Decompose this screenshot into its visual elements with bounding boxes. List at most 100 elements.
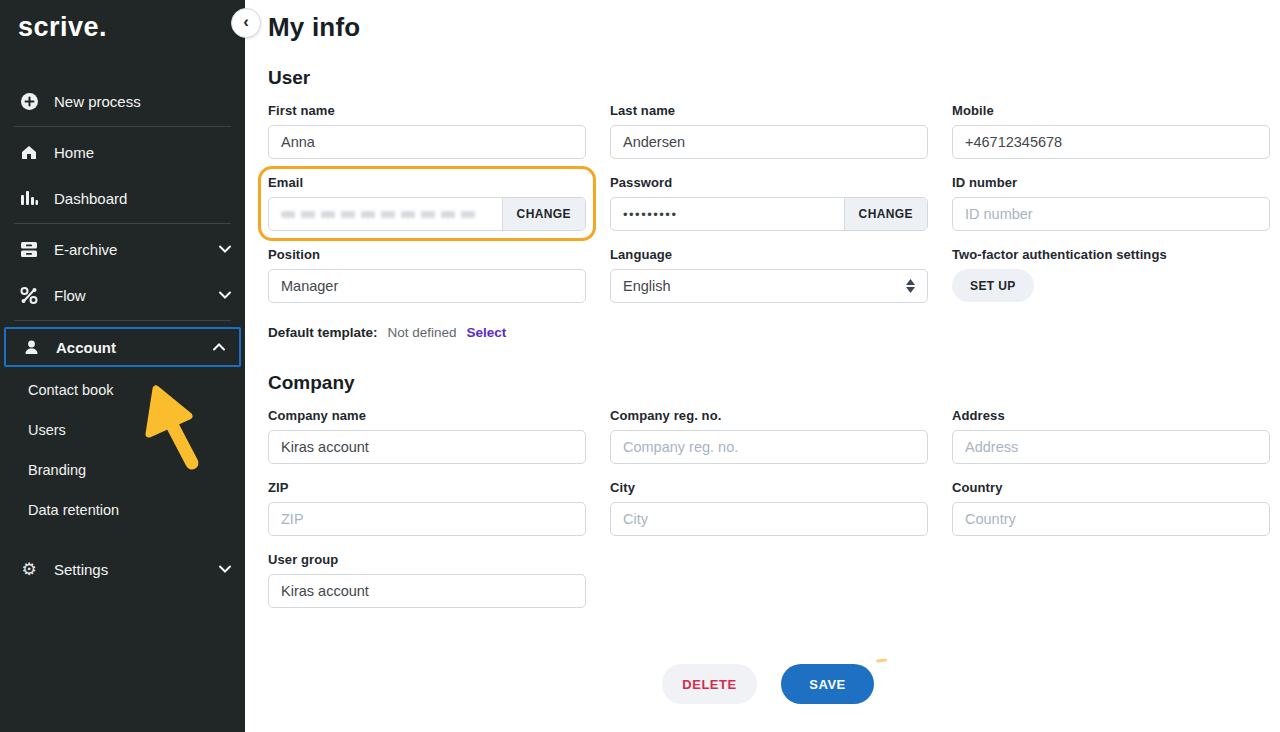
sidebar-item-label: E-archive — [54, 241, 117, 258]
company-reg-field: Company reg. no. — [610, 408, 928, 464]
sidebar-item-label: New process — [54, 93, 141, 110]
company-section: Company Company name Company reg. no. Ad… — [268, 372, 1268, 608]
email-change-button[interactable]: CHANGE — [502, 198, 585, 230]
user-section: User First name Last name Mobile Email — [268, 67, 1268, 340]
chevron-down-icon — [219, 291, 231, 299]
sidebar-item-label: Data retention — [28, 502, 119, 518]
sidebar-item-branding[interactable]: Branding — [0, 450, 245, 490]
select-arrows-icon — [906, 279, 915, 293]
main-content: My info User First name Last name Mobile… — [245, 0, 1280, 732]
position-label: Position — [268, 247, 586, 262]
password-input-group[interactable]: ••••••••• CHANGE — [610, 197, 928, 231]
sidebar-item-new-process[interactable]: New process — [0, 78, 245, 124]
save-button[interactable]: SAVE — [781, 664, 874, 704]
sidebar-item-e-archive[interactable]: E-archive — [0, 226, 245, 272]
position-input[interactable] — [268, 269, 586, 303]
person-icon — [20, 339, 42, 356]
city-field: City — [610, 480, 928, 536]
city-label: City — [610, 480, 928, 495]
company-section-heading: Company — [268, 372, 1268, 394]
chevron-up-icon — [213, 343, 225, 351]
sidebar-item-contact-book[interactable]: Contact book — [0, 370, 245, 410]
email-field: Email CHANGE — [268, 175, 586, 231]
password-change-button[interactable]: CHANGE — [844, 198, 927, 230]
company-name-input[interactable] — [268, 430, 586, 464]
password-value: ••••••••• — [611, 198, 844, 230]
sidebar-item-label: Settings — [54, 561, 108, 578]
sidebar-item-label: Account — [56, 339, 116, 356]
sidebar: scrive. New process Home Dashboard — [0, 0, 245, 732]
twofactor-field: Two-factor authentication settings SET U… — [952, 247, 1270, 303]
chevron-down-icon — [219, 245, 231, 253]
sidebar-item-label: Home — [54, 144, 94, 161]
mobile-input[interactable] — [952, 125, 1270, 159]
last-name-input[interactable] — [610, 125, 928, 159]
email-redacted-value — [281, 211, 476, 218]
zip-input[interactable] — [268, 502, 586, 536]
language-select[interactable]: English — [610, 269, 928, 303]
sidebar-item-account[interactable]: Account — [4, 327, 241, 367]
first-name-input[interactable] — [268, 125, 586, 159]
sidebar-item-home[interactable]: Home — [0, 129, 245, 175]
flow-icon — [18, 287, 40, 304]
bar-chart-icon — [18, 190, 40, 206]
company-fields-grid: Company name Company reg. no. Address ZI… — [268, 408, 1268, 608]
language-field: Language English — [610, 247, 928, 303]
user-fields-grid: First name Last name Mobile Email CHANGE — [268, 103, 1268, 303]
email-value-area[interactable] — [269, 198, 502, 230]
home-icon — [18, 144, 40, 161]
sidebar-item-dashboard[interactable]: Dashboard — [0, 175, 245, 221]
form-actions: DELETE SAVE — [268, 664, 1268, 704]
chevron-down-icon — [219, 565, 231, 573]
user-group-field: User group — [268, 552, 586, 608]
delete-button[interactable]: DELETE — [662, 664, 757, 704]
twofactor-setup-button[interactable]: SET UP — [952, 269, 1034, 302]
default-template-row: Default template: Not defined Select — [268, 325, 1268, 340]
default-template-label: Default template: — [268, 325, 378, 340]
sidebar-item-label: Contact book — [28, 382, 113, 398]
language-selected-value: English — [623, 278, 671, 294]
collapse-sidebar-button[interactable]: ‹ — [231, 8, 261, 38]
sidebar-item-flow[interactable]: Flow — [0, 272, 245, 318]
scrive-logo: scrive. — [0, 0, 245, 43]
mobile-label: Mobile — [952, 103, 1270, 118]
email-input-group[interactable]: CHANGE — [268, 197, 586, 231]
sidebar-item-label: Branding — [28, 462, 86, 478]
chevron-left-icon: ‹ — [243, 12, 249, 32]
last-name-label: Last name — [610, 103, 928, 118]
password-label: Password — [610, 175, 928, 190]
company-reg-label: Company reg. no. — [610, 408, 928, 423]
language-label: Language — [610, 247, 928, 262]
sidebar-divider — [14, 126, 231, 127]
country-label: Country — [952, 480, 1270, 495]
company-name-field: Company name — [268, 408, 586, 464]
company-name-label: Company name — [268, 408, 586, 423]
address-label: Address — [952, 408, 1270, 423]
address-input[interactable] — [952, 430, 1270, 464]
twofactor-label: Two-factor authentication settings — [952, 247, 1270, 262]
sidebar-divider — [14, 223, 231, 224]
sidebar-item-users[interactable]: Users — [0, 410, 245, 450]
archive-icon — [18, 241, 40, 258]
default-template-select-link[interactable]: Select — [467, 325, 507, 340]
plus-circle-icon — [18, 92, 40, 111]
id-number-input[interactable] — [952, 197, 1270, 231]
user-group-label: User group — [268, 552, 586, 567]
country-input[interactable] — [952, 502, 1270, 536]
id-number-field: ID number — [952, 175, 1270, 231]
city-input[interactable] — [610, 502, 928, 536]
sidebar-divider — [14, 320, 231, 321]
user-section-heading: User — [268, 67, 1268, 89]
page-title: My info — [268, 12, 1268, 43]
user-group-input[interactable] — [268, 574, 586, 608]
mobile-field: Mobile — [952, 103, 1270, 159]
zip-field: ZIP — [268, 480, 586, 536]
company-reg-input[interactable] — [610, 430, 928, 464]
first-name-label: First name — [268, 103, 586, 118]
sidebar-item-settings[interactable]: ⚙ Settings — [0, 546, 245, 592]
position-field: Position — [268, 247, 586, 303]
country-field: Country — [952, 480, 1270, 536]
password-field: Password ••••••••• CHANGE — [610, 175, 928, 231]
sidebar-item-data-retention[interactable]: Data retention — [0, 490, 245, 530]
address-field: Address — [952, 408, 1270, 464]
